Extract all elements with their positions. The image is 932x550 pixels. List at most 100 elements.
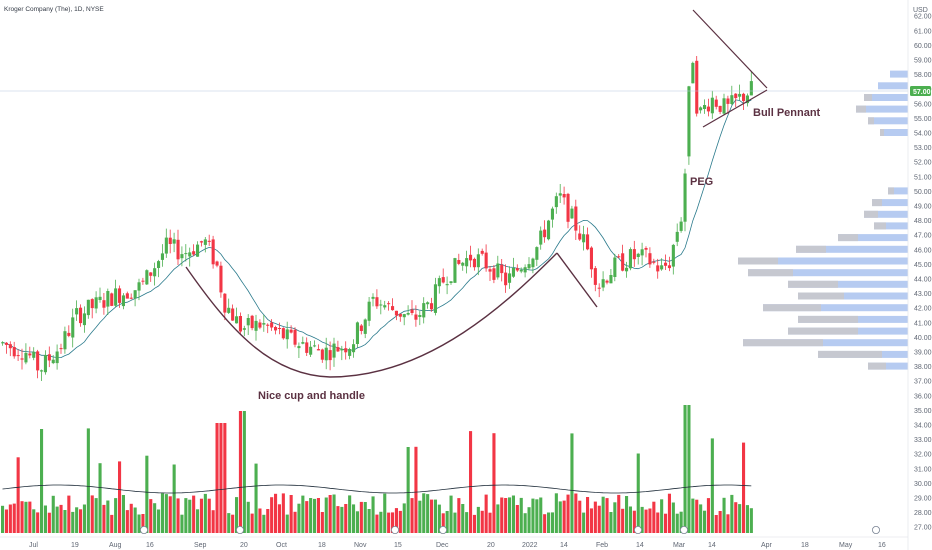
candle-body [511,268,515,277]
price-tick-label: 30.00 [914,481,932,488]
candle-body [199,241,203,243]
profile-bar-overlay [874,222,886,230]
volume-bar [266,509,270,533]
event-marker-icon[interactable] [634,526,643,535]
event-marker-icon[interactable] [390,526,399,535]
candle-body [47,354,51,361]
candle-body [699,107,703,111]
candle-body [527,264,531,269]
volume-bar [340,506,344,533]
candle-body [328,350,332,361]
candle-body [609,275,613,284]
candle-body [488,269,492,272]
candle-body [515,268,519,271]
volume-bar [566,494,570,533]
volume-bar [617,494,621,533]
volume-bar [554,493,558,533]
price-tick-label: 53.00 [914,145,932,152]
currency-label: USD [913,7,928,14]
profile-bar [874,222,908,230]
candle-body [426,302,430,305]
profile-bar-overlay [880,129,884,136]
candle-body [184,253,188,255]
volume-bar [706,498,710,533]
volume-bar [597,505,601,533]
candle-body [79,307,83,324]
volume-bar [625,496,629,533]
price-tick-label: 40.00 [914,335,932,342]
volume-bar [469,431,473,533]
volume-bar [43,505,47,533]
candle-body [153,268,157,277]
candle-body [445,284,449,286]
volume-bar [742,442,746,533]
volume-bar [628,506,632,533]
event-marker-icon[interactable] [680,526,689,535]
candle-body [20,358,24,360]
candle-body [402,314,406,318]
candle-body [121,295,125,307]
candle-body [449,281,453,283]
volume-bar [207,498,211,533]
candle-body [110,293,114,306]
volume-bar [352,504,356,533]
profile-bar [868,117,908,125]
volume-bar [1,505,5,533]
volume-bar [480,510,484,533]
volume-bar [227,513,231,533]
volume-bar [332,494,336,533]
volume-bar [82,504,86,533]
candle-body [176,239,180,260]
volume-bar [539,497,543,533]
profile-bar [868,362,908,370]
candle-body [398,313,402,317]
volume-bar [660,499,664,533]
profile-bar-overlay [798,292,844,300]
candle-body [410,309,414,313]
volume-bar [67,495,71,533]
candle-body [375,297,379,307]
volume-bar [211,510,215,533]
candle-body [137,282,141,291]
profile-bar [796,245,908,253]
profile-bar-overlay [748,269,793,277]
time-tick-label: 2022 [522,542,538,549]
volume-bar [277,504,281,533]
event-marker-icon[interactable] [235,526,244,535]
candle-body [706,106,710,112]
profile-bar-overlay [888,187,894,195]
candle-body [391,306,395,311]
price-tick-label: 35.00 [914,408,932,415]
volume-bar [344,504,348,533]
profile-bar [838,234,908,242]
candle-body [675,231,679,242]
candle-body [340,348,344,351]
candle-body [667,265,671,269]
volume-bar [586,497,590,533]
volume-bar [484,494,488,533]
volume-bar [562,500,566,533]
volume-average-line [2,484,752,494]
price-tick-label: 58.00 [914,72,932,79]
time-tick-label: 20 [487,542,495,549]
cup-annotation: Nice cup and handle [258,390,365,402]
candle-body [238,316,242,332]
candle-body [550,208,554,220]
candle-body [114,288,118,306]
event-marker-icon[interactable] [438,526,447,535]
candle-body [621,253,625,271]
candle-body [597,287,601,289]
volume-bar [640,506,644,533]
event-marker-icon[interactable] [139,526,148,535]
candle-body [355,322,359,344]
candle-body [586,234,590,250]
volume-bar [749,508,753,533]
volume-bar [387,512,391,533]
candle-body [660,265,664,270]
candle-body [593,268,597,285]
volume-bar [355,511,359,533]
event-marker-icon[interactable] [872,526,881,535]
price-tick-label: 50.00 [914,189,932,196]
volume-bar [270,497,274,533]
candle-body [352,344,356,353]
